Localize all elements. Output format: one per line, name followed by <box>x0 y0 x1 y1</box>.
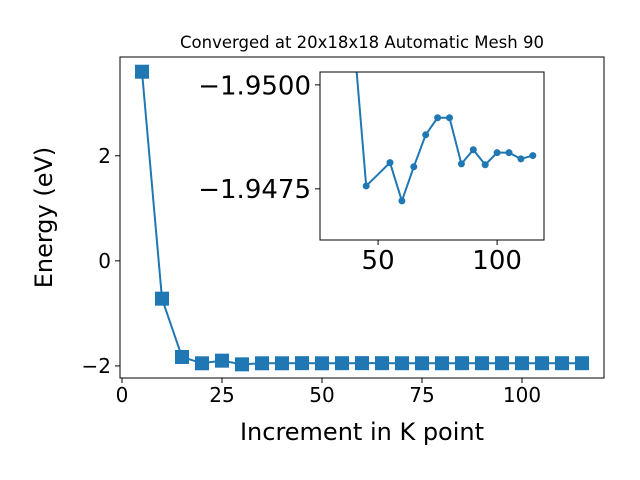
marker <box>155 291 169 306</box>
marker <box>335 356 349 371</box>
x-axis-label: Increment in K point <box>240 418 484 446</box>
marker <box>495 356 509 371</box>
x-tick-label: 100 <box>472 246 522 276</box>
inset-background <box>320 72 544 240</box>
marker <box>434 114 442 122</box>
marker <box>386 159 394 167</box>
marker <box>457 160 465 168</box>
marker <box>295 356 309 371</box>
marker <box>422 131 430 139</box>
x-tick-label: 50 <box>309 383 334 407</box>
marker <box>415 356 429 371</box>
marker <box>135 64 149 79</box>
marker <box>435 356 449 371</box>
x-tick-label: 25 <box>209 383 234 407</box>
marker <box>175 349 189 364</box>
marker <box>529 152 537 160</box>
marker <box>505 149 513 157</box>
marker <box>315 356 329 371</box>
y-tick-label: −1.9475 <box>198 175 311 205</box>
axes-frame <box>319 71 545 241</box>
y-tick-label: 0 <box>98 249 111 273</box>
axes-frame <box>119 56 605 379</box>
marker <box>445 114 453 122</box>
plot-area <box>135 64 589 372</box>
marker <box>395 356 409 371</box>
marker <box>235 357 249 372</box>
marker <box>469 146 477 154</box>
marker <box>275 356 289 371</box>
marker <box>398 197 406 205</box>
x-tick-label: 50 <box>362 246 395 276</box>
marker <box>493 149 501 157</box>
y-tick-label: 2 <box>98 144 111 168</box>
marker <box>195 356 209 371</box>
chart-title: Converged at 20x18x18 Automatic Mesh 90 <box>180 33 544 52</box>
marker <box>515 356 529 371</box>
marker <box>355 356 369 371</box>
marker <box>215 353 229 368</box>
marker <box>575 356 589 371</box>
x-tick-label: 0 <box>116 383 129 407</box>
y-tick-label: −1.9500 <box>198 71 311 101</box>
y-tick-label: −2 <box>82 354 111 378</box>
marker <box>375 356 389 371</box>
plot-area <box>355 72 537 205</box>
marker <box>475 356 489 371</box>
y-axis-label: Energy (eV) <box>30 147 58 289</box>
marker <box>410 163 418 171</box>
marker <box>255 356 269 371</box>
marker <box>455 356 469 371</box>
marker <box>517 155 525 163</box>
marker <box>481 161 489 169</box>
marker <box>362 182 370 190</box>
x-tick-label: 75 <box>409 383 434 407</box>
x-tick-label: 100 <box>503 383 541 407</box>
marker <box>555 356 569 371</box>
marker <box>535 356 549 371</box>
